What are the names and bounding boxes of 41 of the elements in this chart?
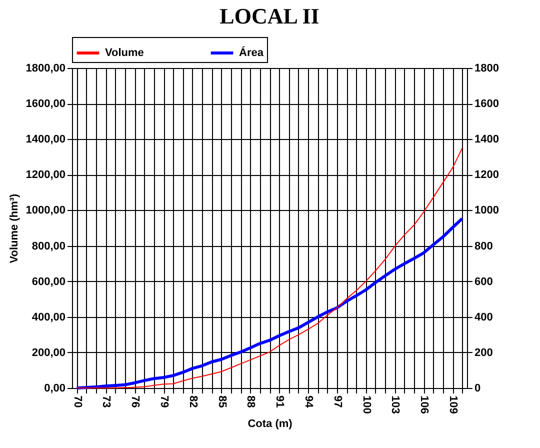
y2-tick-label: 400 [474,311,493,324]
line-series [76,148,463,388]
y-tick-label: 0,00 [44,382,66,394]
y2-tick-label: 1000 [474,204,499,217]
y2-tick-label: 1200 [474,169,499,182]
x-tick-label: 94 [302,396,315,409]
y-tick-label: 200,00 [32,346,66,359]
y2-tick-label: 800 [474,240,493,252]
x-tick-label: 82 [186,396,199,408]
x-axis-title: Cota (m) [248,418,293,430]
x-tick-label: 88 [244,396,257,408]
y-tick-label: 400,00 [32,311,66,324]
x-tick-label: 103 [389,396,402,414]
x-tick-label: 91 [274,396,286,408]
x-tick-label: 73 [100,396,112,408]
chart-title: LOCAL II [220,4,320,28]
x-tick-label: 79 [158,396,170,408]
y2-tick-label: 200 [474,346,493,359]
x-tick-label: 109 [447,396,460,414]
y2-tick-label: 1600 [474,98,499,110]
y2-tick-label: 1800 [474,62,499,74]
y-tick-label: 600,00 [32,276,66,288]
y-tick-label: 1000,00 [26,204,66,217]
x-tick-label: 100 [360,396,372,414]
x-tick-label: 85 [216,396,228,408]
x-tick-label: 97 [331,396,344,408]
legend-label: Volume [105,47,144,59]
y-tick-label: 1200,00 [26,169,66,182]
y2-tick-label: 0 [474,382,481,394]
y2-tick-label: 1400 [474,134,499,146]
x-tick-label: 76 [129,396,142,408]
y-tick-label: 800,00 [32,240,66,252]
y-axis-title: Volume (hm³) [8,193,21,264]
y-tick-label: 1800,00 [26,62,66,74]
legend-label: Área [239,46,264,59]
y2-tick-label: 600 [474,276,493,288]
y-tick-label: 1400,00 [26,134,66,146]
x-tick-label: 106 [418,396,430,414]
x-tick-label: 70 [71,396,84,408]
y-tick-label: 1600,00 [26,98,66,110]
line-series [75,217,464,390]
